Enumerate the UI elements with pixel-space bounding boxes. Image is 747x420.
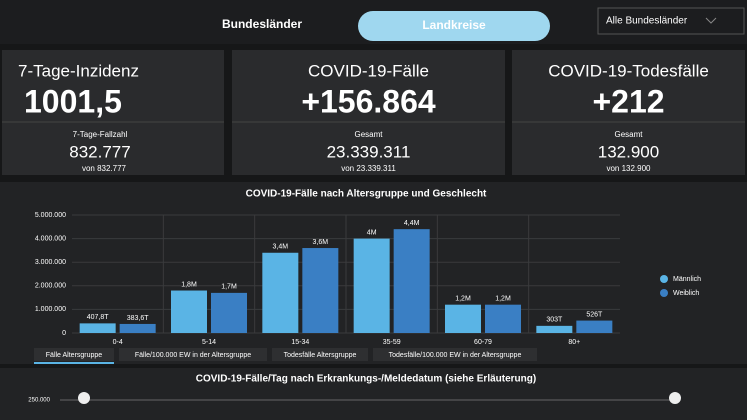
value-label: 3,4M	[273, 244, 289, 251]
y-tick-label: 0	[62, 330, 66, 337]
value-label: 1,2M	[495, 296, 511, 303]
value-label: 407,8T	[87, 314, 110, 321]
tab[interactable]: Bundesländer	[222, 17, 302, 31]
card-sub-label: Gesamt	[614, 130, 643, 139]
tab-active-bg[interactable]	[358, 11, 550, 41]
dropdown-arrow	[705, 17, 717, 24]
card	[512, 50, 745, 175]
bottom-panel	[0, 368, 747, 420]
legend-swatch	[660, 275, 668, 283]
value-label: 4,4M	[404, 220, 420, 227]
y-tick-label: 1.000.000	[35, 306, 66, 313]
bar	[353, 238, 390, 333]
card-sub-value: 132.900	[598, 142, 659, 161]
legend-label: Weiblich	[673, 290, 699, 297]
chart-tab[interactable]	[272, 348, 368, 361]
chart-tab[interactable]	[34, 348, 114, 361]
chart-tab-label[interactable]: Fälle Altersgruppe	[46, 352, 103, 359]
value-label: 383,6T	[127, 315, 150, 322]
chart-tab[interactable]	[373, 348, 537, 361]
bar	[445, 304, 481, 333]
bar	[393, 229, 430, 333]
bar	[536, 325, 573, 333]
bar	[485, 304, 521, 333]
legend-swatch	[660, 289, 668, 297]
bar	[302, 248, 339, 333]
y-tick-label: 5.000.000	[35, 212, 66, 219]
x-tick-label: 35-59	[383, 339, 401, 346]
x-tick-label: 60-79	[474, 339, 492, 346]
bottom-axis-label: 250.000	[28, 398, 50, 404]
card-sub-value: 832.777	[69, 142, 130, 161]
bar	[576, 320, 613, 333]
value-label: 303T	[546, 317, 563, 324]
y-tick-label: 2.000.000	[35, 283, 66, 290]
x-tick-label: 15-34	[291, 339, 309, 346]
bar	[211, 292, 247, 333]
slider-handle[interactable]	[78, 392, 90, 404]
x-tick-label: 80+	[568, 339, 580, 346]
value-label: 1,8M	[181, 281, 197, 288]
bar	[262, 252, 299, 333]
chart-tab-label[interactable]: Fälle/100.000 EW in der Altersgruppe	[135, 352, 251, 359]
legend-label: Männlich	[673, 276, 701, 283]
card-note: von 132.900	[606, 164, 651, 173]
card	[2, 50, 224, 175]
value-label: 4M	[367, 229, 377, 236]
card-sub-value: 23.339.311	[327, 142, 411, 161]
value-label: 3,6M	[313, 239, 329, 246]
chart-tab-label[interactable]: Todesfälle Altersgruppe	[284, 352, 357, 359]
y-tick-label: 3.000.000	[35, 259, 66, 266]
slider-handle[interactable]	[669, 392, 681, 404]
chart-tab[interactable]	[119, 348, 267, 361]
card-value: +212	[592, 83, 664, 119]
x-tick-label: 0-4	[113, 339, 123, 346]
y-tick-label: 4.000.000	[35, 235, 66, 242]
card	[232, 50, 505, 175]
x-tick-label: 5-14	[202, 339, 216, 346]
dropdown[interactable]	[597, 7, 745, 35]
card-note: von 832.777	[82, 164, 127, 173]
card-title: COVID-19-Fälle	[308, 61, 429, 80]
bar	[171, 290, 207, 333]
value-label: 1,2M	[455, 296, 471, 303]
card-sub-label: Gesamt	[354, 130, 383, 139]
card-value: +156.864	[301, 83, 436, 119]
card-note: von 23.339.311	[341, 164, 396, 173]
chart-title: COVID-19-Fälle nach Altersgruppe und Ges…	[246, 189, 487, 200]
value-label: 526T	[586, 311, 603, 318]
bar	[79, 323, 116, 333]
tab[interactable]: Landkreise	[422, 18, 486, 32]
card-sub-label: 7-Tage-Fallzahl	[73, 130, 128, 139]
value-label: 1,7M	[221, 284, 237, 291]
bottom-title: COVID-19-Fälle/Tag nach Erkrankungs-/Mel…	[196, 374, 536, 385]
card-value: 1001,5	[24, 83, 122, 119]
bar	[119, 323, 156, 333]
dropdown-label[interactable]: Alle Bundesländer	[606, 16, 688, 27]
chart-tab-label[interactable]: Todesfälle/100.000 EW in der Altersgrupp…	[389, 352, 522, 359]
card-title: COVID-19-Todesfälle	[548, 61, 709, 80]
card-title: 7-Tage-Inzidenz	[18, 61, 139, 80]
